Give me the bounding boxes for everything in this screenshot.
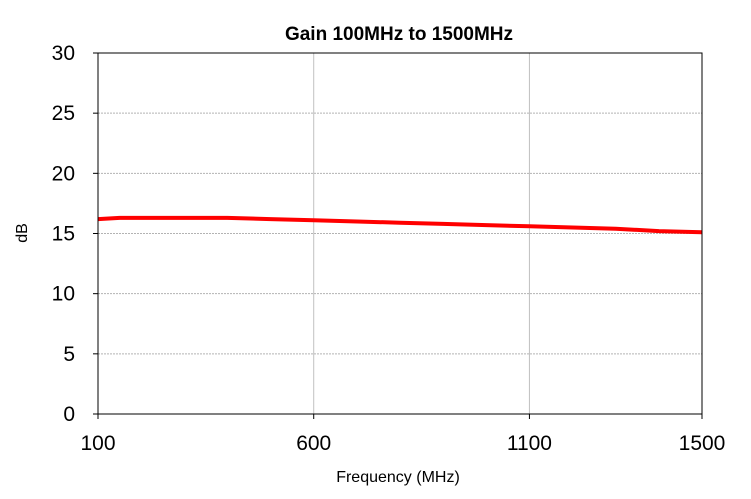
y-tick-label-0: 0 [63,403,75,426]
y-tick-label-15: 15 [52,223,75,246]
x-tick-label-100: 100 [80,432,115,455]
y-axis-ticks: 0 5 10 15 20 25 30 [52,42,98,426]
chart-title: Gain 100MHz to 1500MHz [285,24,513,45]
grid-lines [98,53,702,414]
x-tick-label-1100: 1100 [507,432,552,455]
y-tick-label-5: 5 [63,343,75,366]
x-tick-label-600: 600 [296,432,331,455]
x-axis-label: Frequency (MHz) [336,469,460,486]
series-line-0 [97,215,703,235]
series-layer [97,215,703,235]
y-tick-label-30: 30 [52,42,75,65]
y-tick-label-20: 20 [52,162,75,185]
plot-border [97,52,703,415]
y-tick-label-25: 25 [52,102,75,125]
x-axis-ticks: 100 600 1100 1500 [80,414,725,455]
y-tick-label-10: 10 [52,283,75,306]
y-axis-label: dB [14,223,31,243]
x-tick-label-1500: 1500 [679,432,726,455]
